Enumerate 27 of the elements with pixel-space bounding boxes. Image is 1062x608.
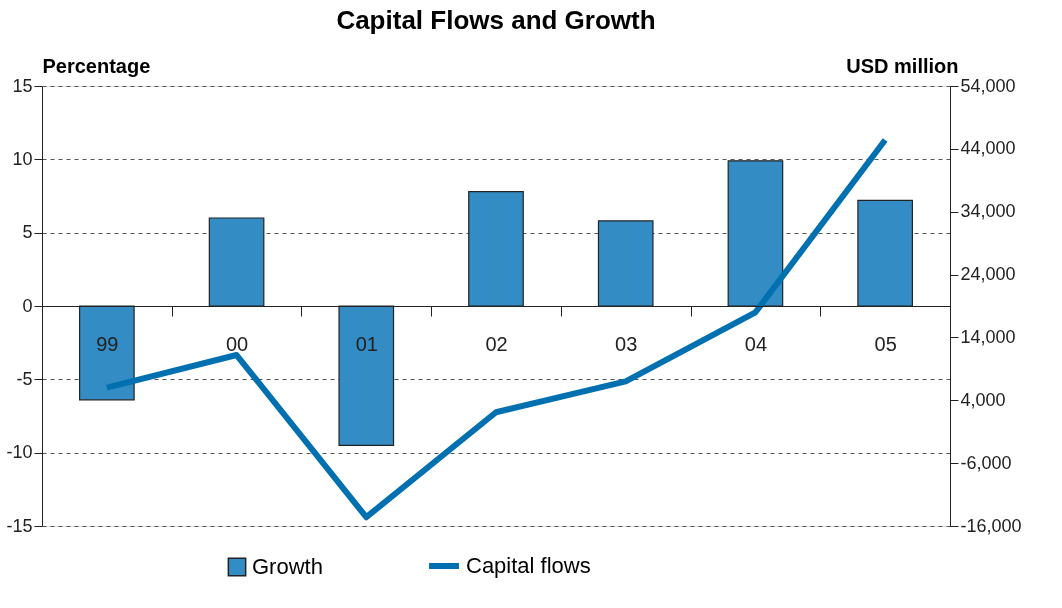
y2-tick-label: -6,000 <box>960 452 1012 473</box>
x-tick-label: 01 <box>355 332 378 355</box>
y-tick-label: 10 <box>12 148 33 169</box>
x-tick-label: 03 <box>615 332 638 355</box>
x-tick-label: 04 <box>744 332 768 355</box>
y-tick-label: -15 <box>6 515 33 536</box>
y2-tick-label: 14,000 <box>960 326 1016 347</box>
legend-label: Capital flows <box>466 553 591 578</box>
y-tick-label: 5 <box>22 222 33 243</box>
x-tick-label: 00 <box>225 332 249 355</box>
y2-tick-label: 44,000 <box>960 138 1016 159</box>
x-tick-label: 99 <box>96 332 119 355</box>
y2-tick-label: 4,000 <box>960 389 1006 410</box>
y2-tick-label: -16,000 <box>960 515 1022 536</box>
y2-tick-label: 34,000 <box>960 201 1016 222</box>
chart-title: Capital Flows and Growth <box>336 5 656 35</box>
x-tick-label: 02 <box>485 332 508 355</box>
y-tick-label: -10 <box>6 442 33 463</box>
y-tick-label: -5 <box>16 368 33 389</box>
y2-axis-title: USD million <box>846 54 959 77</box>
y-tick-label: 0 <box>22 295 33 316</box>
y2-tick-label: 24,000 <box>960 264 1016 285</box>
legend-label: Growth <box>252 554 323 579</box>
y2-tick-label: 54,000 <box>960 75 1016 96</box>
y-axis-title: Percentage <box>42 54 151 77</box>
x-tick-label: 05 <box>874 332 897 355</box>
y-tick-label: 15 <box>12 75 33 96</box>
